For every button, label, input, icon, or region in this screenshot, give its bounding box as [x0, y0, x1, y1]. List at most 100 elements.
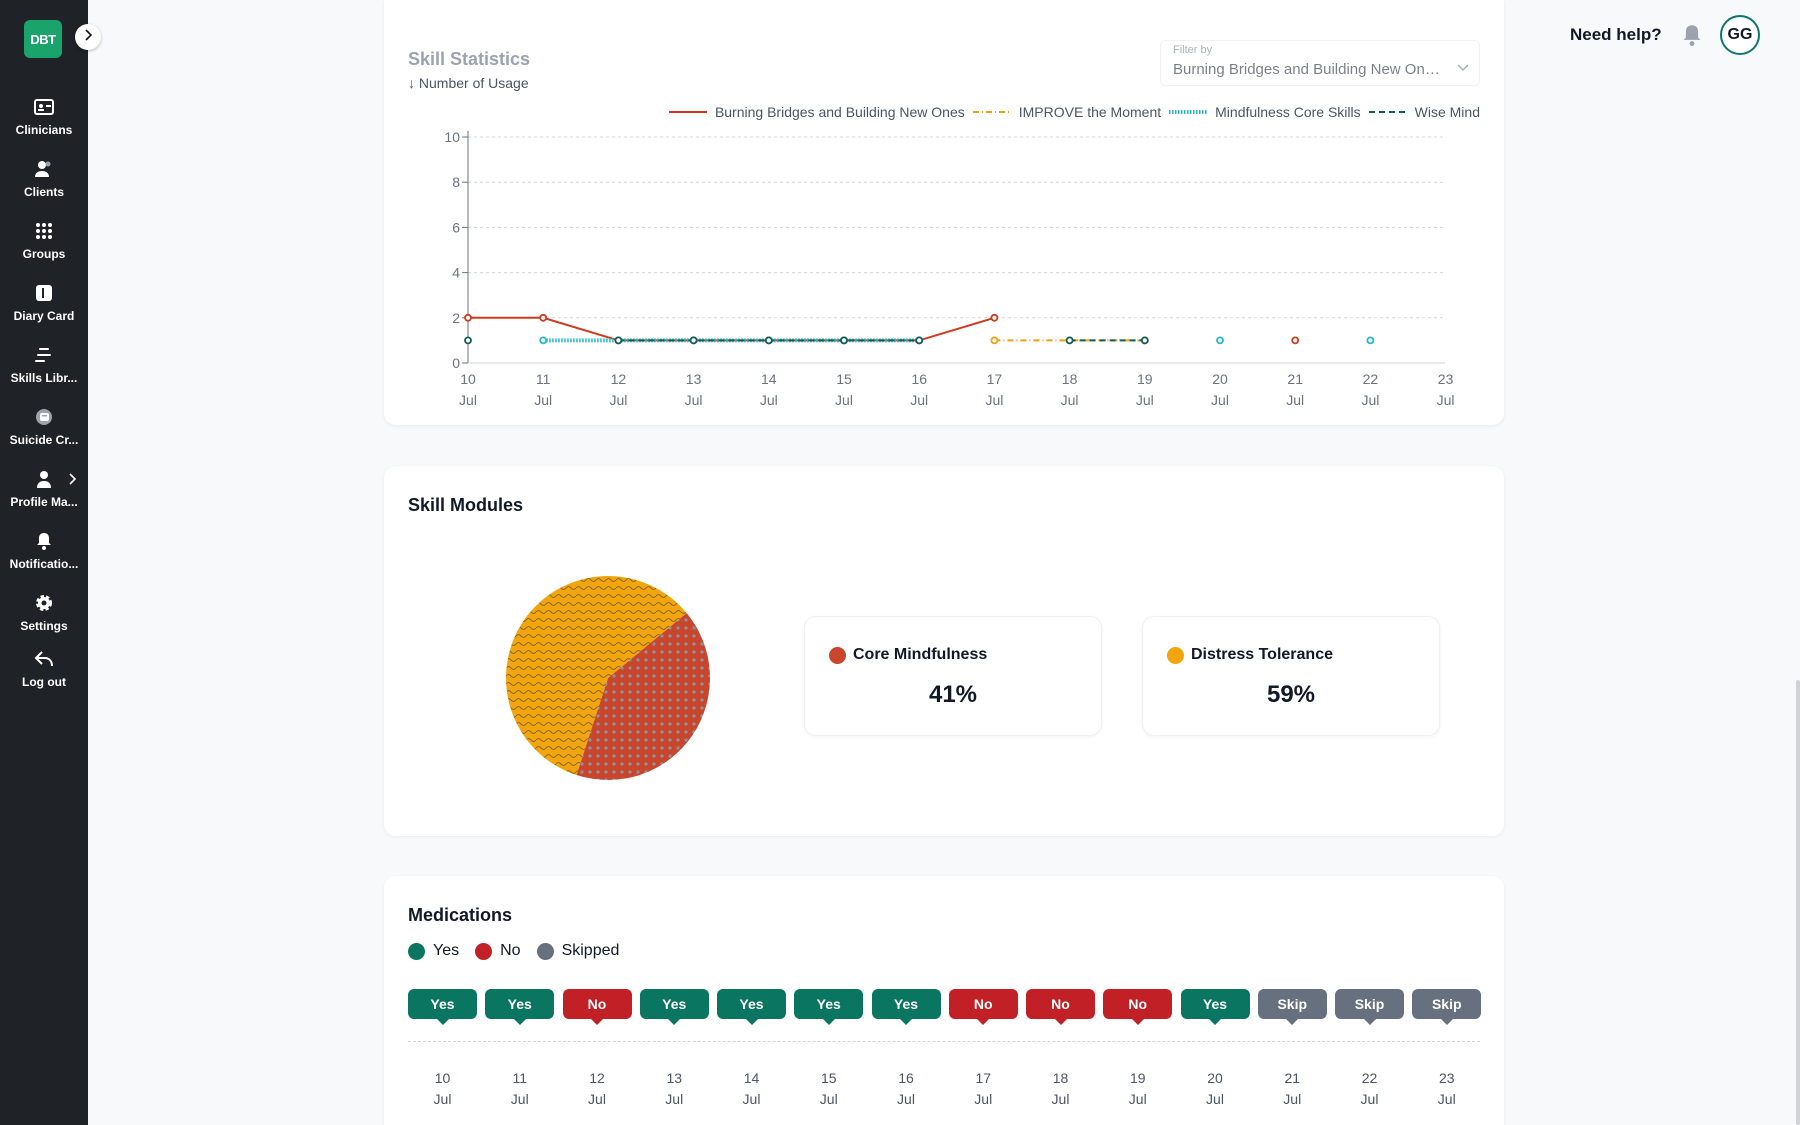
medications-title: Medications [408, 905, 513, 925]
x-tick-label: 21 [1287, 371, 1303, 387]
module-name: Core Mindfulness [853, 646, 988, 663]
sidebar-item-skills-library[interactable]: Skills Libr... [0, 334, 88, 396]
legend-label: Mindfulness Core Skills [1215, 104, 1361, 120]
pie-slice[interactable] [506, 576, 687, 776]
skill-modules-pie-chart [506, 576, 710, 780]
sidebar-item-settings[interactable]: Settings [0, 582, 88, 644]
chart-subtitle: ↓ Number of Usage [408, 75, 529, 91]
sidebar-item-label: Profile Ma... [10, 495, 78, 509]
data-point[interactable] [915, 336, 924, 345]
data-point[interactable] [1216, 336, 1224, 345]
sidebar-item-clinicians[interactable]: Clinicians [0, 86, 88, 148]
need-help-link[interactable]: Need help? [1570, 25, 1662, 44]
sidebar-item-label: Settings [20, 619, 68, 633]
legend-item[interactable]: IMPROVE the Moment [972, 104, 1161, 120]
gear-icon [34, 593, 54, 613]
notification-bell-icon[interactable] [1682, 24, 1702, 51]
sidebar-item-diary-card[interactable]: Diary Card [0, 272, 88, 334]
medication-status-pill[interactable]: Yes [408, 989, 477, 1025]
data-point[interactable] [464, 336, 472, 345]
date-day: 17 [975, 1070, 992, 1086]
x-tick-label: Jul [459, 392, 477, 408]
date-month: Jul [433, 1091, 452, 1107]
sidebar-item-profile-management[interactable]: Profile Ma... [0, 458, 88, 520]
filter-label: Filter by [1173, 44, 1213, 56]
sidebar-item-logout[interactable]: Log out [0, 644, 88, 694]
date-day: 19 [1129, 1070, 1146, 1086]
medication-status-pill[interactable]: No [562, 989, 632, 1025]
data-point[interactable] [1140, 336, 1149, 345]
module-percent: 59% [1266, 681, 1316, 708]
medications-card: Medications Yes No Skipped Yes Yes No Yes Ye… [384, 876, 1504, 1125]
medication-status-pill[interactable]: Yes [639, 989, 709, 1025]
sidebar-item-label: Log out [22, 675, 66, 689]
legend-item[interactable]: Burning Bridges and Building New Ones [668, 104, 965, 120]
x-tick-label: 13 [686, 371, 702, 387]
legend-swatch [1169, 110, 1208, 114]
medication-status-pill[interactable]: No [1103, 989, 1173, 1025]
filter-select[interactable]: Filter by Burning Bridges and Building N… [1160, 40, 1480, 86]
legend-dot [536, 942, 554, 960]
x-tick-label: Jul [685, 392, 703, 408]
x-tick-label: Jul [1211, 392, 1229, 408]
medication-status-pill[interactable]: Yes [1180, 989, 1250, 1025]
page-scrollbar[interactable] [1796, 680, 1800, 1125]
medication-status-pill[interactable]: Yes [794, 989, 864, 1025]
sidebar: DBT Clinicians Clients Groups Diary Card… [0, 0, 88, 1125]
legend-item[interactable]: Mindfulness Core Skills [1169, 104, 1361, 120]
medication-date: 15 Jul [794, 1068, 863, 1110]
medication-status-pill[interactable]: Yes [485, 989, 555, 1025]
data-point[interactable] [539, 336, 548, 345]
date-day: 16 [898, 1070, 914, 1086]
medication-status-pill[interactable]: Skip [1412, 989, 1482, 1025]
data-point[interactable] [990, 313, 999, 322]
data-point[interactable] [990, 336, 999, 345]
medication-status-pill[interactable]: Skip [1335, 989, 1404, 1025]
chevron-right-icon[interactable] [68, 472, 77, 490]
medication-status-pill[interactable]: Yes [871, 989, 941, 1025]
core-mindfulness-dot [829, 647, 846, 664]
date-month: Jul [510, 1091, 529, 1107]
y-tick-label: 2 [452, 310, 460, 326]
data-point[interactable] [1291, 336, 1300, 345]
data-point[interactable] [764, 336, 773, 345]
legend-label: No [500, 942, 521, 959]
sidebar-item-label: Clinicians [15, 123, 73, 137]
data-point[interactable] [1366, 336, 1375, 345]
avatar[interactable]: GG [1720, 15, 1760, 55]
date-month: Jul [819, 1091, 838, 1107]
logout-icon [34, 649, 54, 669]
sidebar-item-groups[interactable]: Groups [0, 210, 88, 272]
x-tick-label: 16 [911, 371, 927, 387]
sidebar-item-suicide-crisis[interactable]: Suicide Cr... [0, 396, 88, 458]
medication-status-pill[interactable]: Skip [1257, 989, 1327, 1025]
app-logo[interactable]: DBT [24, 20, 62, 58]
x-tick-label: Jul [1136, 392, 1154, 408]
sidebar-item-label: Skills Libr... [10, 371, 78, 385]
medication-status-pill[interactable]: No [948, 989, 1018, 1025]
sidebar-item-clients[interactable]: Clients [0, 148, 88, 210]
legend-swatch [972, 111, 1011, 113]
data-point[interactable] [539, 313, 548, 322]
data-point[interactable] [689, 336, 698, 345]
medication-status-pill[interactable]: No [1026, 989, 1095, 1025]
data-point[interactable] [614, 336, 623, 345]
data-point[interactable] [1065, 336, 1074, 345]
filter-value: Burning Bridges and Building New Ones, I… [1173, 61, 1448, 78]
x-tick-label: Jul [1437, 392, 1455, 408]
x-tick-label: 11 [536, 371, 551, 387]
medication-status-pill[interactable]: Yes [717, 989, 786, 1025]
data-point[interactable] [840, 336, 848, 345]
medication-date: 22 Jul [1335, 1068, 1404, 1110]
legend-item[interactable]: Wise Mind [1368, 104, 1480, 120]
chevron-down-icon [1457, 59, 1469, 77]
sidebar-item-notifications[interactable]: Notificatio... [0, 520, 88, 582]
legend-dot [408, 942, 425, 960]
x-tick-label: 19 [1137, 371, 1153, 387]
sidebar-collapse-button[interactable] [75, 24, 101, 50]
distress-tolerance-dot [1167, 647, 1184, 664]
chevron-right-icon [84, 28, 93, 46]
pie-slice[interactable] [576, 612, 710, 780]
sidebar-item-label: Groups [22, 247, 66, 261]
data-point[interactable] [464, 313, 472, 322]
